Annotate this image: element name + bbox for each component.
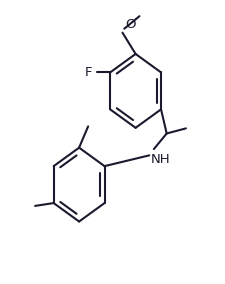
Text: O: O	[125, 18, 135, 31]
Text: NH: NH	[150, 153, 170, 166]
Text: F: F	[84, 66, 92, 79]
